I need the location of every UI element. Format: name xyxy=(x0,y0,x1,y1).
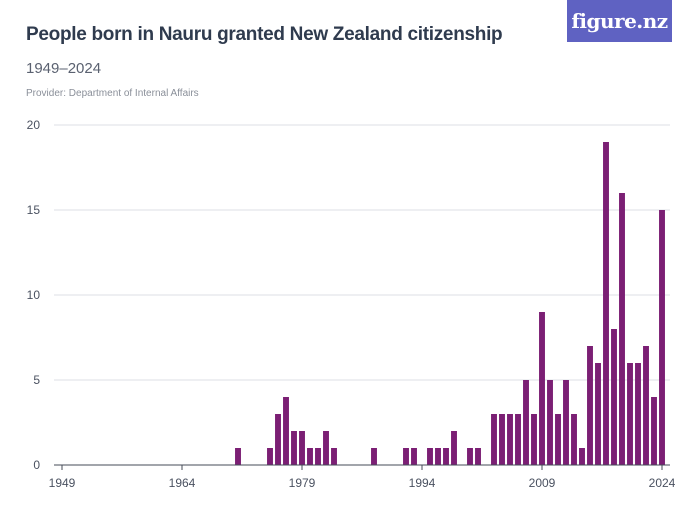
bar xyxy=(323,431,329,465)
data-provider: Provider: Department of Internal Affairs xyxy=(26,88,199,99)
bar xyxy=(307,448,313,465)
bar xyxy=(275,414,281,465)
x-tick-label: 1979 xyxy=(289,476,316,490)
y-tick-label: 0 xyxy=(33,458,40,472)
bar xyxy=(331,448,337,465)
bar xyxy=(619,193,625,465)
bar xyxy=(587,346,593,465)
bar xyxy=(371,448,377,465)
bar xyxy=(659,210,665,465)
bar xyxy=(547,380,553,465)
y-tick-label: 20 xyxy=(27,118,41,132)
bar xyxy=(283,397,289,465)
x-tick-label: 2024 xyxy=(649,476,676,490)
bar xyxy=(595,363,601,465)
figure-nz-logo[interactable]: figure.nz xyxy=(567,0,672,42)
bar xyxy=(267,448,273,465)
y-tick-label: 15 xyxy=(27,203,41,217)
bar xyxy=(643,346,649,465)
bar xyxy=(563,380,569,465)
bar xyxy=(611,329,617,465)
bar xyxy=(235,448,241,465)
bar xyxy=(531,414,537,465)
x-tick-label: 2009 xyxy=(529,476,556,490)
bar xyxy=(507,414,513,465)
x-tick-label: 1964 xyxy=(169,476,196,490)
bar xyxy=(571,414,577,465)
bar xyxy=(523,380,529,465)
bar xyxy=(315,448,321,465)
bar xyxy=(427,448,433,465)
bar xyxy=(579,448,585,465)
bar xyxy=(435,448,441,465)
bar xyxy=(515,414,521,465)
bar xyxy=(635,363,641,465)
y-tick-label: 5 xyxy=(33,373,40,387)
bar xyxy=(451,431,457,465)
bar xyxy=(291,431,297,465)
chart-title: People born in Nauru granted New Zealand… xyxy=(26,24,503,45)
bar xyxy=(411,448,417,465)
bar xyxy=(627,363,633,465)
bar xyxy=(603,142,609,465)
bar xyxy=(403,448,409,465)
chart-subtitle: 1949–2024 xyxy=(26,60,102,77)
bar xyxy=(499,414,505,465)
bar xyxy=(491,414,497,465)
x-tick-label: 1949 xyxy=(49,476,76,490)
bar xyxy=(299,431,305,465)
bar xyxy=(539,312,545,465)
bar xyxy=(475,448,481,465)
bar xyxy=(467,448,473,465)
bar xyxy=(555,414,561,465)
bar xyxy=(651,397,657,465)
bar xyxy=(443,448,449,465)
y-tick-label: 10 xyxy=(27,288,41,302)
x-tick-label: 1994 xyxy=(409,476,436,490)
